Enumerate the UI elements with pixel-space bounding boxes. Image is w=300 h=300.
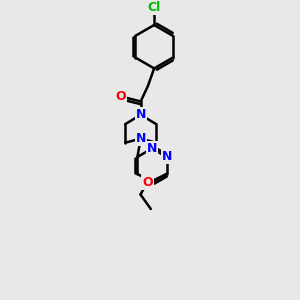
Text: Cl: Cl (148, 1, 161, 14)
Text: N: N (136, 132, 146, 145)
Text: N: N (136, 108, 146, 121)
Text: N: N (147, 142, 157, 155)
Text: O: O (116, 90, 126, 103)
Text: O: O (142, 176, 153, 189)
Text: N: N (161, 151, 172, 164)
